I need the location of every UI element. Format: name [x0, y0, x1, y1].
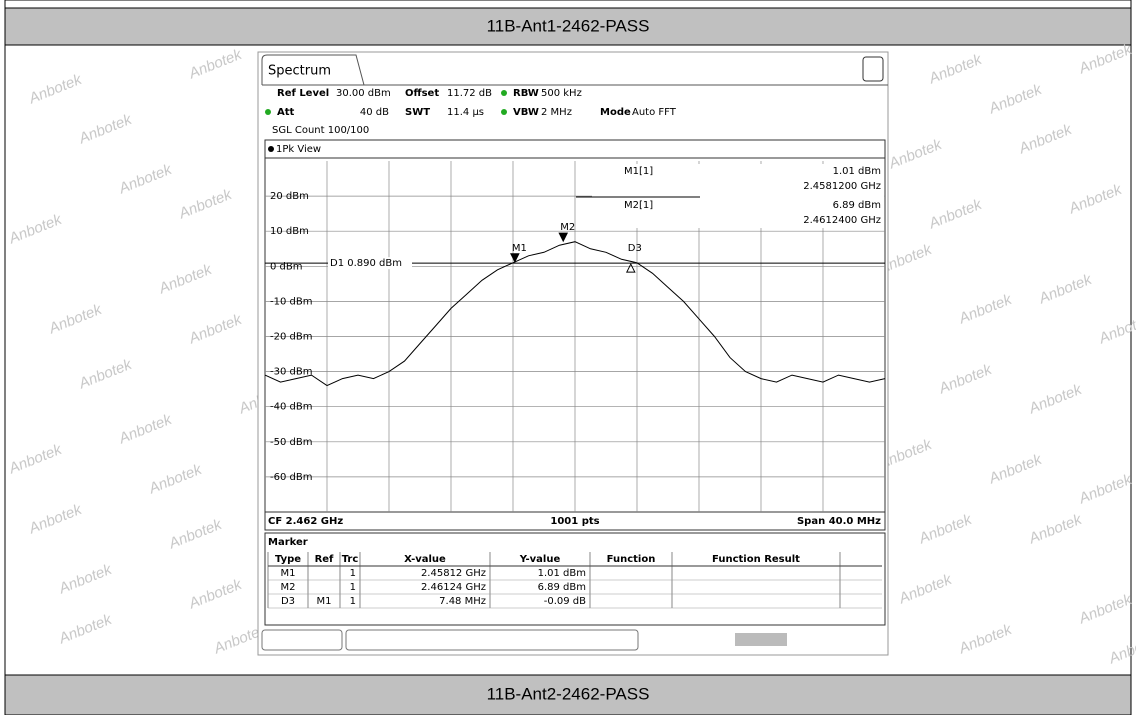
marker-label: M1: [512, 243, 527, 254]
table-cell: M2: [281, 582, 296, 593]
table-frame: [264, 532, 886, 626]
table-cell: 1: [350, 582, 356, 593]
d1-label: D1 0.890 dBm: [330, 258, 402, 269]
y-tick-label: -40 dBm: [270, 402, 312, 413]
y-tick-label: 20 dBm: [270, 191, 309, 202]
table-cell: 2.45812 GHz: [421, 568, 486, 579]
y-tick-label: 0 dBm: [270, 261, 303, 272]
col-header: Ref: [315, 554, 334, 565]
readout-name: M1[1]: [624, 166, 653, 177]
footer-band: [4, 674, 1132, 715]
header-title: 11B-Ant1-2462-PASS: [487, 16, 650, 35]
sgl-count: SGL Count 100/100: [272, 125, 369, 136]
marker-label: D3: [628, 243, 642, 254]
setting-value: 11.4 µs: [447, 107, 484, 118]
table-cell: M1: [281, 568, 296, 579]
setting-label: VBW: [513, 107, 539, 118]
y-tick-label: -30 dBm: [270, 367, 312, 378]
marker: [625, 262, 636, 273]
marker: [510, 253, 520, 263]
col-header: Function Result: [712, 554, 800, 565]
table-cell: 2.46124 GHz: [421, 582, 486, 593]
y-tick-label: -50 dBm: [270, 437, 312, 448]
setting-label: Ref Level: [277, 88, 329, 99]
bottom-info: Span 40.0 MHz: [797, 516, 881, 527]
trace: [264, 241, 886, 387]
footer-title: 11B-Ant2-2462-PASS: [487, 684, 650, 703]
table-cell: 1: [350, 596, 356, 607]
y-tick-label: -20 dBm: [270, 332, 312, 343]
status-bar: [345, 629, 639, 651]
led: [501, 90, 507, 96]
setting-label: Att: [277, 107, 295, 118]
setting-value: 11.72 dB: [447, 88, 492, 99]
y-tick-label: 10 dBm: [270, 226, 309, 237]
table-cell: 1.01 dBm: [538, 568, 586, 579]
readout-name: M2[1]: [624, 200, 653, 211]
col-header: Function: [607, 554, 656, 565]
readout-value: 6.89 dBm: [833, 200, 881, 211]
tab: [261, 54, 365, 86]
progress: [735, 633, 787, 646]
marker-label: M2: [560, 222, 575, 233]
setting-value: 30.00 dBm: [336, 88, 391, 99]
view-dot: [268, 146, 274, 152]
col-header: Trc: [342, 554, 359, 565]
setting-value: 500 kHz: [541, 88, 582, 99]
table-cell: -0.09 dB: [544, 596, 586, 607]
led: [265, 109, 271, 115]
d1-bg: [328, 257, 412, 270]
led: [501, 109, 507, 115]
readout-bg: [592, 198, 884, 228]
bottom-info: CF 2.462 GHz: [268, 516, 343, 527]
col-header: X-value: [404, 554, 446, 565]
setting-label: SWT: [405, 107, 430, 118]
table-cell: 7.48 MHz: [439, 596, 486, 607]
y-tick-label: -60 dBm: [270, 472, 312, 483]
table-cell: 1: [350, 568, 356, 579]
setting-label: Offset: [405, 88, 439, 99]
y-tick-label: -10 dBm: [270, 296, 312, 307]
header-band: [4, 7, 1132, 46]
setting-label: RBW: [513, 88, 539, 99]
tab-label: Spectrum: [268, 64, 331, 79]
view-label: 1Pk View: [276, 144, 321, 155]
col-header: Y-value: [519, 554, 561, 565]
bottom-info: 1001 pts: [550, 516, 599, 527]
table-title: Marker: [268, 537, 308, 548]
setting-value: 40 dB: [360, 107, 389, 118]
col-header: Type: [275, 554, 301, 565]
table-cell: D3: [281, 596, 295, 607]
readout-freq: 2.4581200 GHz: [803, 181, 881, 192]
readout-freq: 2.4612400 GHz: [803, 215, 881, 226]
setting-value: 2 MHz: [541, 107, 572, 118]
table-cell: M1: [317, 596, 332, 607]
readout-value: 1.01 dBm: [833, 166, 881, 177]
marker-table: Marker Type Ref Trc X-value Y-value Function Fu…: [264, 532, 886, 626]
marker: [558, 232, 569, 243]
soft-key[interactable]: [261, 629, 343, 651]
setting-value: Auto FFT: [632, 107, 677, 118]
table-cell: 6.89 dBm: [538, 582, 586, 593]
menu-icon[interactable]: [862, 56, 884, 82]
setting-label: Mode: [600, 107, 631, 118]
